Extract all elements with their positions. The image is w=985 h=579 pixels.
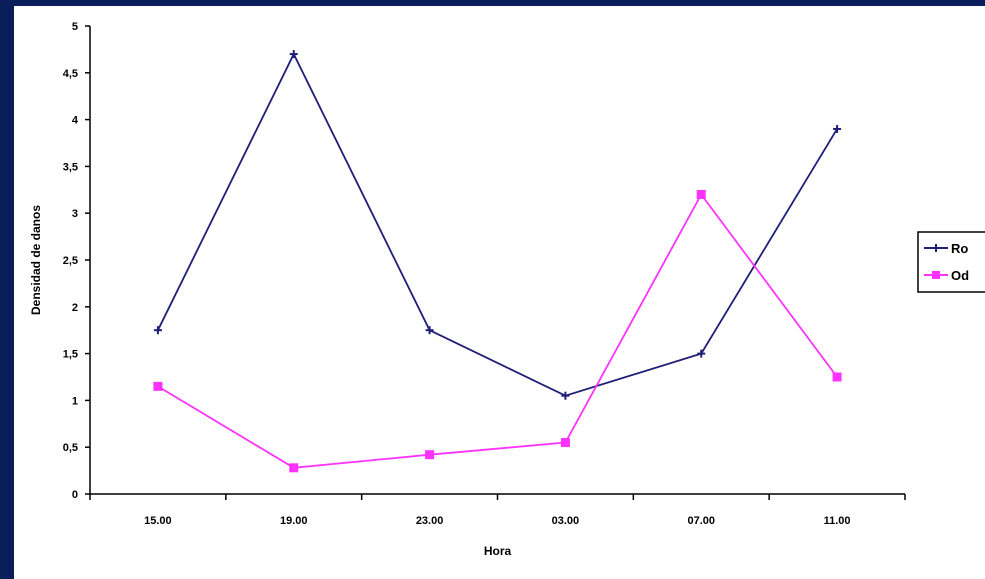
chart-legend: Ro Od: [918, 232, 985, 292]
data-point: [426, 326, 434, 334]
x-tick-label: 15.00: [144, 515, 172, 527]
data-point: [153, 382, 162, 391]
data-point: [289, 463, 298, 472]
data-point: [290, 50, 298, 58]
y-tick-label: 2: [72, 302, 78, 314]
data-point: [697, 350, 705, 358]
series-line-1: [158, 54, 837, 396]
x-tick-label: 23.00: [416, 515, 444, 527]
series-line-2: [158, 194, 837, 467]
y-tick-label: 4: [72, 115, 79, 127]
x-tick-label: 07.00: [687, 515, 715, 527]
y-tick-label: 2,5: [63, 255, 78, 267]
chart-axes: 0 0,5 1 1,5 2 2,5 3 3,5 4 4,5 5 15.00 19.00 23.00 03.0…: [63, 21, 905, 527]
y-axis-title: Densidad de danos: [29, 205, 43, 315]
chart-series: [153, 50, 841, 472]
data-point: [561, 392, 569, 400]
data-point: [833, 125, 841, 133]
x-tick-label: 03.00: [552, 515, 580, 527]
x-tick-label: 11.00: [824, 515, 851, 527]
legend-label: Ro: [951, 241, 968, 256]
chart-labels: Hora Densidad de danos: [29, 205, 511, 558]
y-tick-label: 5: [72, 21, 78, 33]
legend-label: Od: [951, 268, 969, 283]
data-point: [154, 326, 162, 334]
legend-marker: [932, 271, 940, 279]
x-axis-title: Hora: [484, 544, 512, 558]
data-point: [697, 190, 706, 199]
data-point: [561, 438, 570, 447]
y-tick-label: 0,5: [63, 442, 78, 454]
y-tick-label: 1,5: [63, 349, 78, 361]
y-tick-label: 1: [72, 395, 78, 407]
x-tick-label: 19.00: [280, 515, 308, 527]
y-tick-label: 3,5: [63, 161, 78, 173]
y-tick-label: 4,5: [63, 68, 78, 80]
data-point: [833, 373, 842, 382]
data-point: [425, 450, 434, 459]
y-tick-label: 3: [72, 208, 78, 220]
y-tick-label: 0: [72, 489, 78, 501]
